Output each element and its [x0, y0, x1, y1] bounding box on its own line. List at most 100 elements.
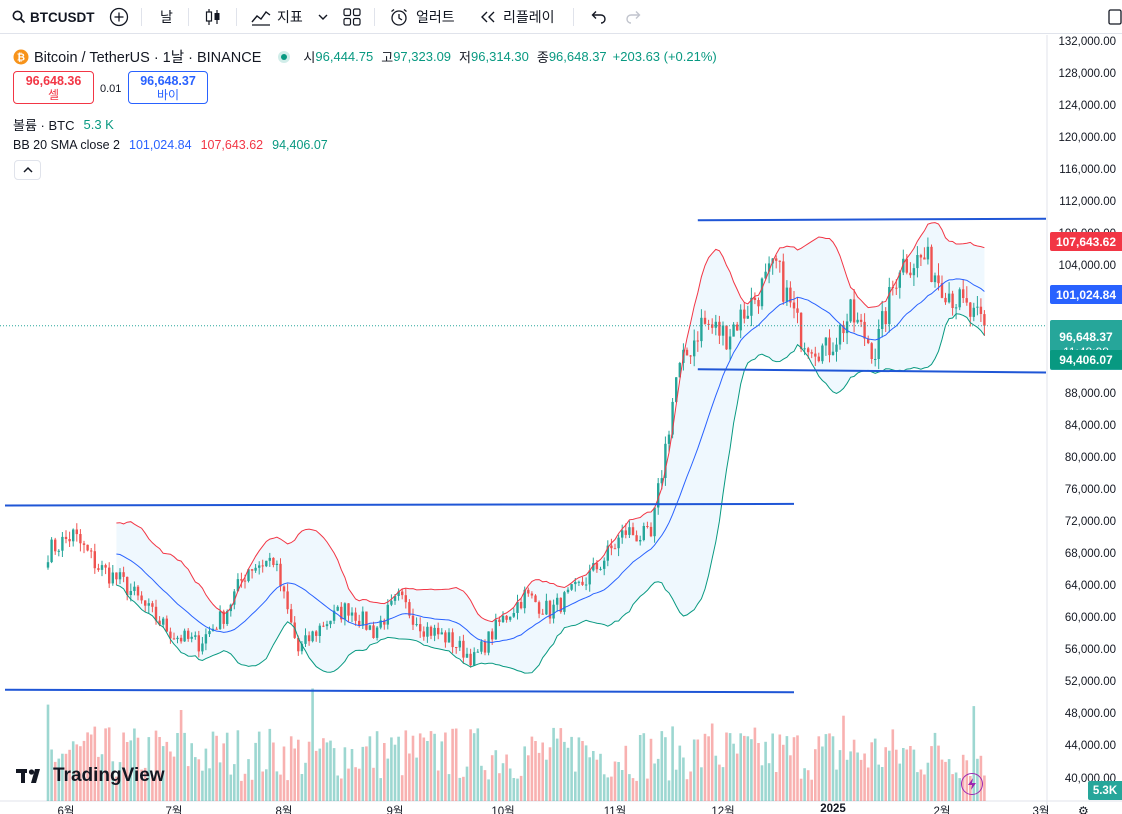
- volume-bar: [490, 755, 494, 801]
- candle-body: [483, 641, 487, 653]
- candle-body: [657, 483, 660, 508]
- candle-body: [383, 620, 386, 625]
- symbol-search[interactable]: BTCUSDT: [12, 0, 95, 34]
- replay-button[interactable]: 리플레이: [479, 0, 555, 34]
- volume-bar: [365, 746, 368, 801]
- indicators-dropdown[interactable]: [317, 0, 329, 34]
- candle-body: [958, 289, 961, 308]
- layout-button[interactable]: [343, 0, 361, 34]
- candle-body: [332, 610, 336, 621]
- volume-bar: [429, 731, 433, 801]
- redo-button[interactable]: [625, 0, 643, 34]
- volume-bar: [336, 775, 339, 801]
- fullscreen-button[interactable]: [1108, 0, 1122, 34]
- volume-bar: [653, 763, 656, 801]
- candle-body: [703, 317, 707, 324]
- volume-bar: [218, 762, 222, 801]
- volume-bar: [347, 768, 350, 801]
- settings-icon[interactable]: ⚙: [1078, 804, 1089, 814]
- volume-bar: [595, 759, 599, 801]
- candle-body: [916, 255, 919, 269]
- candle-body: [667, 434, 671, 444]
- volume-bar: [357, 768, 361, 801]
- volume-bar: [354, 767, 357, 801]
- volume-bar: [581, 741, 584, 801]
- volume-bar: [577, 737, 581, 801]
- volume-bar: [379, 778, 382, 801]
- volume-bar: [767, 763, 771, 801]
- candle-body: [835, 344, 838, 352]
- volume-bar: [158, 737, 161, 801]
- sell-button[interactable]: 96,648.36 셀: [13, 71, 94, 104]
- candle-body: [154, 606, 158, 621]
- volume-bar: [555, 738, 559, 801]
- bb-legend[interactable]: BB 20 SMA close 2 101,024.84 107,643.62 …: [13, 138, 328, 152]
- volume-bar: [332, 748, 336, 801]
- volume-bar: [447, 774, 451, 801]
- volume-bar: [771, 733, 774, 801]
- interval-label: 날: [160, 9, 173, 25]
- price-chart[interactable]: [0, 35, 1122, 814]
- volume-bar: [194, 757, 197, 801]
- price-tick: 68,000.00: [1064, 548, 1116, 561]
- chart-pane[interactable]: ₿ Bitcoin / TetherUS · 1날 · BINANCE 시 96,…: [0, 35, 1122, 814]
- volume-bar: [404, 730, 408, 801]
- candle-body: [93, 551, 96, 569]
- indicators-button[interactable]: 지표: [251, 0, 303, 34]
- candle-body: [563, 592, 566, 612]
- volume-bar: [314, 750, 318, 801]
- volume-bar: [764, 741, 767, 801]
- volume-bar: [411, 735, 415, 801]
- volume-bar: [57, 758, 61, 801]
- candle-body: [743, 309, 746, 319]
- candle-body: [57, 550, 60, 552]
- undo-button[interactable]: [589, 0, 607, 34]
- candle-body: [318, 625, 321, 636]
- volume-bar: [508, 768, 512, 801]
- candle-body: [236, 579, 240, 592]
- buy-button[interactable]: 96,648.37 바이: [128, 71, 208, 104]
- candle-body: [548, 600, 552, 619]
- candle-body: [570, 584, 573, 590]
- collapse-legend-button[interactable]: [14, 160, 41, 180]
- chart-type-button[interactable]: [204, 0, 222, 34]
- candle-body: [831, 351, 835, 355]
- volume-bar: [397, 736, 400, 801]
- candle-body: [286, 591, 289, 610]
- candle-body: [721, 325, 725, 336]
- symbol-name: BTCUSDT: [30, 9, 95, 25]
- candle-body: [828, 337, 831, 356]
- tradingview-logo[interactable]: TradingView: [16, 765, 165, 787]
- candle-body: [817, 356, 820, 362]
- symbol-title[interactable]: Bitcoin / TetherUS · 1날 · BINANCE: [34, 50, 262, 66]
- candle-body: [307, 635, 311, 642]
- volume-legend[interactable]: 볼륨 · BTC 5.3 K: [13, 115, 114, 134]
- volume-bar: [810, 779, 813, 801]
- candle-body: [462, 640, 465, 658]
- alert-button[interactable]: 얼러트: [389, 0, 455, 34]
- candle-body: [473, 652, 476, 666]
- trend-line: [4, 688, 795, 694]
- close-key: 종: [536, 50, 549, 65]
- lightning-button[interactable]: [961, 773, 983, 795]
- volume-bar: [692, 739, 696, 801]
- volume-bar: [426, 741, 429, 801]
- interval-button[interactable]: 날: [160, 0, 173, 34]
- candle-body: [115, 572, 118, 580]
- bb-basis-line: [116, 278, 985, 644]
- candle-body: [354, 612, 357, 621]
- candle-body: [393, 596, 397, 601]
- candle-body: [509, 616, 512, 620]
- candle-body: [247, 569, 250, 582]
- toolbar-divider: [573, 8, 574, 26]
- volume-bar: [912, 749, 916, 801]
- toolbar-divider: [374, 8, 375, 26]
- volume-bar: [909, 746, 912, 801]
- compare-button[interactable]: [109, 0, 129, 34]
- search-icon: [12, 10, 26, 24]
- volume-bar: [753, 727, 757, 801]
- candle-body: [422, 631, 425, 637]
- volume-bar: [304, 762, 307, 801]
- volume-bar: [179, 710, 183, 801]
- candle-body: [519, 602, 523, 609]
